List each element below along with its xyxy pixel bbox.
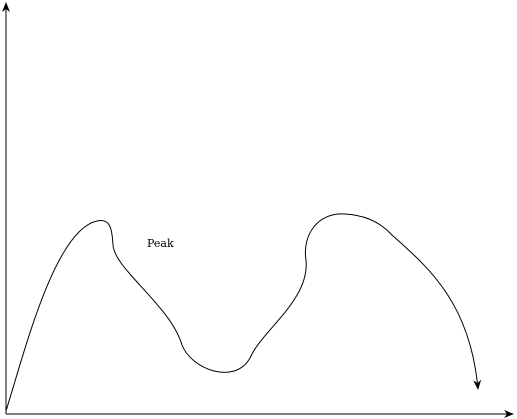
peak-label: Peak (147, 237, 174, 250)
wave-curve (5, 213, 482, 412)
